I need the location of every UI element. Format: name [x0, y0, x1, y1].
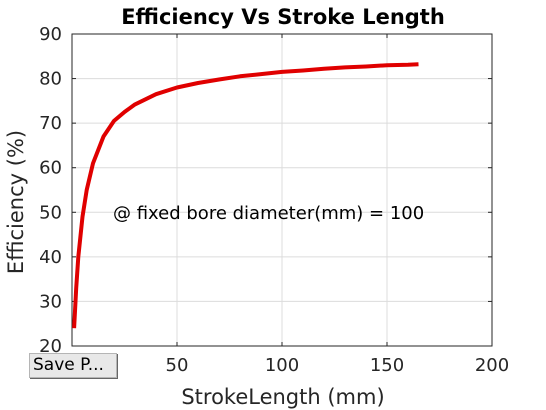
y-tick-label: 50	[39, 202, 62, 223]
save-plot-button[interactable]: Save P...	[29, 353, 117, 378]
efficiency-line	[72, 62, 419, 329]
y-tick-label: 70	[39, 113, 62, 134]
x-axis-label: StrokeLength (mm)	[181, 385, 384, 409]
grid	[72, 34, 492, 346]
series	[72, 62, 419, 329]
y-tick-label: 60	[39, 158, 62, 179]
y-tick-label: 80	[39, 69, 62, 90]
y-tick-label: 30	[39, 291, 62, 312]
y-axis-label: Efficiency (%)	[4, 130, 28, 274]
tick-labels: 0501001502002030405060708090	[39, 24, 509, 376]
x-tick-label: 150	[370, 355, 404, 376]
x-tick-label: 100	[265, 355, 299, 376]
x-tick-label: 200	[475, 355, 509, 376]
annotation-text: @ fixed bore diameter(mm) = 100	[113, 203, 424, 224]
chart-title: Efficiency Vs Stroke Length	[121, 5, 445, 29]
x-tick-label: 50	[166, 355, 189, 376]
y-tick-label: 40	[39, 247, 62, 268]
y-tick-label: 90	[39, 24, 62, 45]
y-tick-label: 20	[39, 336, 62, 357]
